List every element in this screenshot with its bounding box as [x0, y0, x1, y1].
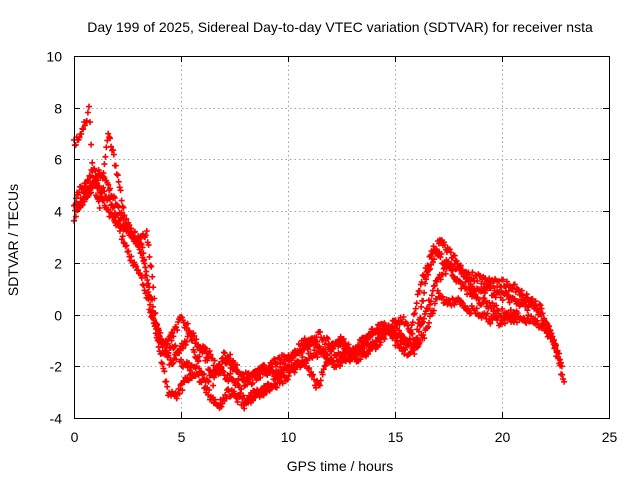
x-tick-label: 15	[388, 429, 404, 445]
x-tick-label: 5	[178, 429, 186, 445]
x-tick-label: 0	[71, 429, 79, 445]
x-tick-label: 25	[602, 429, 618, 445]
data-points	[71, 103, 568, 412]
x-axis-label: GPS time / hours	[287, 458, 394, 474]
y-tick-label: 8	[54, 101, 62, 117]
y-tick-label: -4	[50, 411, 63, 427]
plot-frame	[74, 56, 610, 419]
y-axis-label: SDTVAR / TECUs	[5, 184, 21, 296]
axis-ticks: 0 5 10 15 20 25 -4 -2 0 2 4 6 8 10	[46, 49, 617, 446]
data-marks-track-2	[71, 103, 568, 407]
x-tick-label: 20	[495, 429, 511, 445]
y-tick-label: 0	[54, 308, 62, 324]
data-marks-track-4	[73, 165, 520, 385]
x-tick-label: 10	[281, 429, 297, 445]
y-tick-label: 10	[46, 49, 62, 65]
y-tick-label: 4	[54, 204, 62, 220]
y-tick-label: 2	[54, 256, 62, 272]
chart-title: Day 199 of 2025, Sidereal Day-to-day VTE…	[87, 19, 593, 35]
series-track-4	[73, 165, 520, 385]
y-tick-label: -2	[50, 359, 63, 375]
series-track-2	[71, 103, 568, 407]
y-tick-label: 6	[54, 152, 62, 168]
